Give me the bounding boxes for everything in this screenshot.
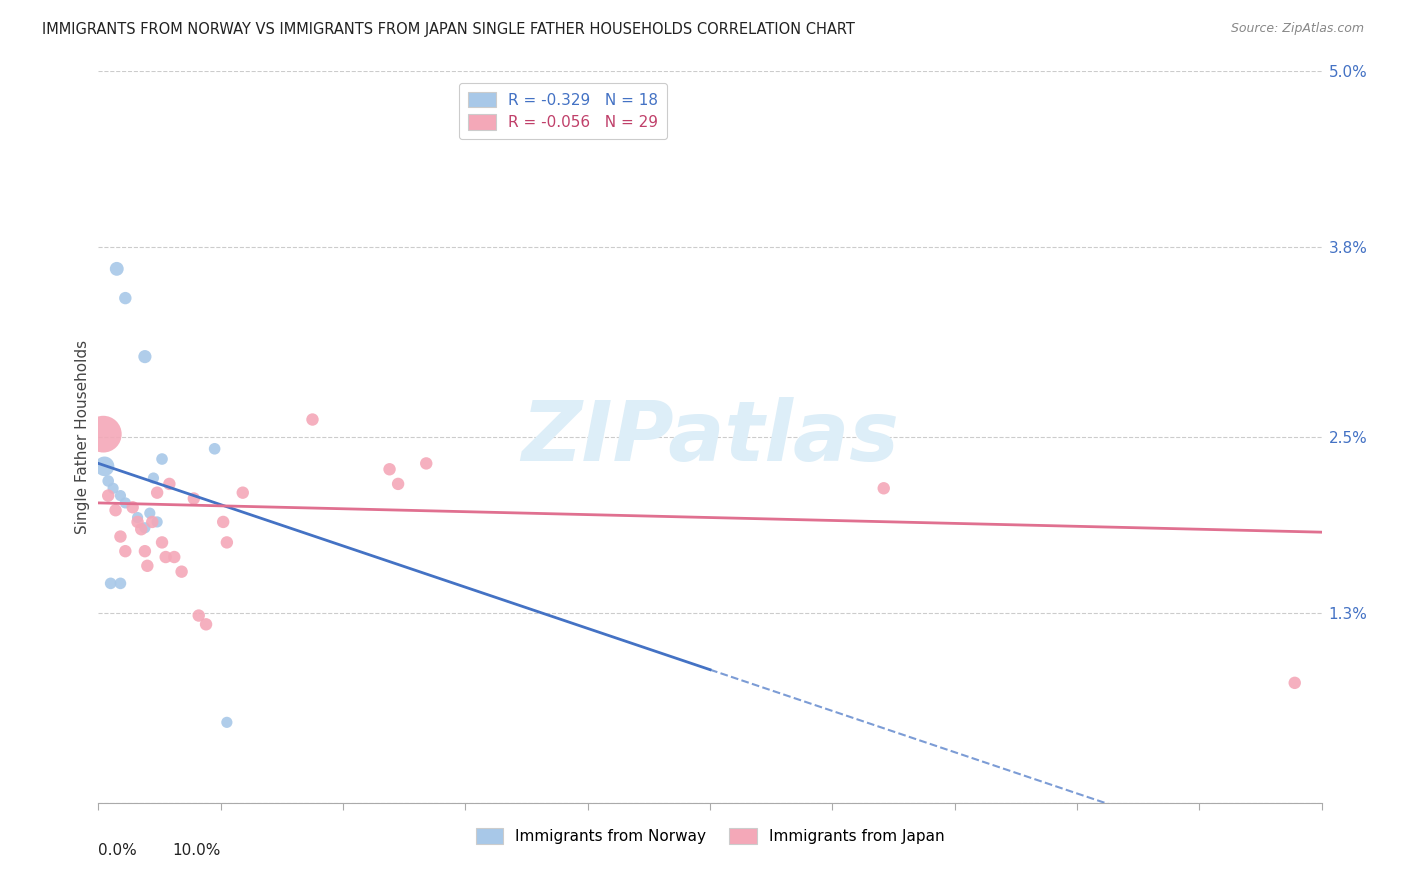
Point (183, 491, 205, 506)
Text: IMMIGRANTS FROM NORWAY VS IMMIGRANTS FROM JAPAN SINGLE FATHER HOUSEHOLDS CORRELA: IMMIGRANTS FROM NORWAY VS IMMIGRANTS FRO… (42, 22, 855, 37)
Point (121, 500, 143, 515)
Point (301, 412, 323, 426)
Point (110, 576, 132, 591)
Point (110, 489, 132, 503)
Point (215, 535, 238, 549)
Point (155, 549, 177, 564)
Point (150, 535, 173, 549)
Point (114, 544, 136, 558)
Point (114, 496, 136, 510)
Point (127, 515, 149, 529)
Point (104, 503, 127, 517)
Point (212, 515, 235, 529)
Point (157, 476, 180, 491)
Point (91, 427, 114, 442)
Point (134, 350, 156, 364)
Point (387, 476, 409, 491)
Point (134, 521, 156, 535)
Point (100, 576, 122, 591)
Point (415, 457, 437, 471)
Point (163, 549, 186, 564)
Point (105, 261, 128, 276)
Point (232, 485, 254, 500)
Point (150, 452, 173, 467)
Point (1284, 676, 1306, 690)
Point (101, 481, 124, 495)
Point (114, 291, 136, 305)
Y-axis label: Single Father Households: Single Father Households (75, 340, 90, 534)
Point (110, 530, 132, 544)
Text: Source: ZipAtlas.com: Source: ZipAtlas.com (1230, 22, 1364, 36)
Point (146, 515, 169, 529)
Text: 0.0%: 0.0% (98, 843, 138, 858)
Point (142, 471, 165, 485)
Point (93, 459, 115, 474)
Point (378, 462, 401, 476)
Point (170, 565, 193, 579)
Point (204, 442, 226, 456)
Point (129, 522, 152, 536)
Text: 10.0%: 10.0% (173, 843, 221, 858)
Point (127, 510, 149, 524)
Point (141, 515, 163, 529)
Point (146, 485, 169, 500)
Point (873, 481, 896, 495)
Point (97, 474, 120, 488)
Legend: Immigrants from Norway, Immigrants from Japan: Immigrants from Norway, Immigrants from … (470, 822, 950, 850)
Point (187, 608, 209, 623)
Point (195, 617, 218, 632)
Point (97, 489, 120, 503)
Point (134, 544, 156, 558)
Point (136, 558, 159, 573)
Text: ZIPatlas: ZIPatlas (522, 397, 898, 477)
Point (139, 506, 162, 520)
Point (215, 715, 238, 730)
